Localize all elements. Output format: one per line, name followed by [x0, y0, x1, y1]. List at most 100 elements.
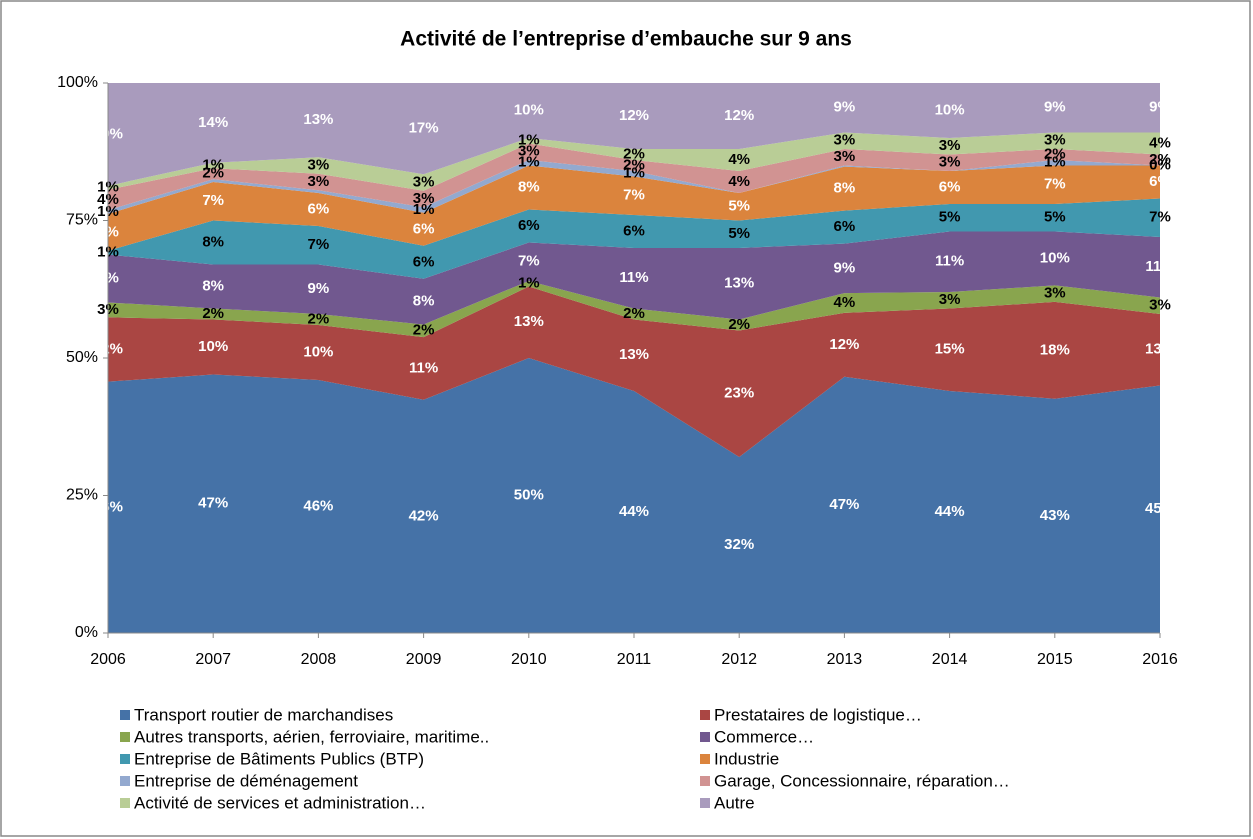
- value-label: 3%: [834, 132, 856, 149]
- x-tick-label: 2008: [301, 651, 337, 668]
- value-label: 11%: [619, 269, 648, 286]
- value-label: 12%: [619, 107, 649, 124]
- area: [108, 286, 1160, 457]
- value-label: 13%: [619, 346, 649, 363]
- value-label: 1%: [518, 154, 540, 171]
- x-tick-label: 2015: [1037, 651, 1073, 668]
- value-label: 9%: [1149, 99, 1171, 116]
- value-label: 3%: [1044, 132, 1066, 149]
- value-label: 2%: [623, 145, 645, 162]
- legend-label: Commerce…: [714, 727, 814, 746]
- value-label: 2%: [728, 316, 750, 333]
- legend-swatch: [120, 732, 130, 742]
- value-label: 5%: [1044, 209, 1066, 226]
- value-label: 2%: [413, 322, 435, 339]
- x-tick-label: 2006: [90, 651, 126, 668]
- legend-swatch: [700, 798, 710, 808]
- value-label: 6%: [939, 178, 961, 195]
- area: [108, 83, 1160, 186]
- value-label: 8%: [834, 180, 856, 197]
- legend-swatch: [700, 776, 710, 786]
- value-label: 45%: [1145, 500, 1175, 517]
- value-label: 9%: [834, 99, 856, 116]
- value-label: 2%: [1149, 151, 1171, 168]
- value-label: 3%: [518, 143, 540, 160]
- x-tick-label: 2011: [617, 651, 652, 668]
- legend-swatch: [120, 798, 130, 808]
- value-label: 8%: [413, 293, 435, 310]
- value-label: 17%: [409, 120, 439, 137]
- value-label: 8%: [202, 277, 224, 294]
- area: [108, 143, 1160, 211]
- x-tick-label: 2007: [195, 651, 231, 668]
- legend-label: Entreprise de Bâtiments Publics (BTP): [134, 749, 424, 768]
- value-label: 8%: [518, 178, 540, 195]
- value-label: 3%: [1044, 285, 1066, 302]
- area: [108, 231, 1160, 325]
- value-label: 15%: [935, 341, 965, 358]
- value-label: 14%: [198, 114, 228, 131]
- value-label: 10%: [514, 101, 544, 118]
- value-label: 2%: [202, 165, 224, 182]
- value-label: 9%: [308, 280, 330, 297]
- value-label: 2%: [308, 310, 330, 327]
- value-label: 9%: [1044, 99, 1066, 116]
- legend-label: Industrie: [714, 749, 779, 768]
- value-label: 1%: [413, 201, 435, 218]
- value-label: 44%: [619, 503, 649, 520]
- x-tick-label: 2016: [1142, 651, 1178, 668]
- y-tick-label: 25%: [66, 487, 98, 504]
- value-label: 6%: [834, 218, 856, 235]
- value-label: 4%: [1149, 134, 1171, 151]
- area: [108, 165, 1160, 251]
- value-label: 47%: [829, 496, 859, 513]
- legend-label: Entreprise de déménagement: [134, 771, 358, 790]
- value-label: 6%: [518, 217, 540, 234]
- value-label: 2%: [202, 305, 224, 322]
- x-tick-label: 2014: [932, 651, 968, 668]
- value-label: 6%: [1149, 173, 1171, 190]
- legend-label: Autres transports, aérien, ferroviaire, …: [134, 727, 489, 746]
- value-label: 7%: [1149, 209, 1171, 226]
- value-label: 44%: [935, 503, 965, 520]
- value-label: 47%: [198, 495, 228, 512]
- value-label: 7%: [518, 253, 540, 270]
- value-label: 4%: [728, 151, 750, 168]
- value-label: 23%: [724, 385, 754, 402]
- value-label: 42%: [409, 507, 439, 524]
- value-label: 11%: [409, 359, 438, 376]
- legend-label: Autre: [714, 793, 755, 812]
- value-label: 6%: [413, 253, 435, 270]
- value-label: 3%: [413, 190, 435, 207]
- value-label: 13%: [303, 111, 333, 128]
- value-label: 1%: [518, 132, 540, 149]
- legend-label: Transport routier de marchandises: [134, 705, 393, 724]
- value-label: 11%: [935, 253, 964, 270]
- x-tick-label: 2009: [406, 651, 442, 668]
- value-label: 10%: [303, 343, 333, 360]
- value-label: 1%: [1044, 154, 1066, 171]
- x-tick-label: 2010: [511, 651, 547, 668]
- value-label: 12%: [829, 336, 859, 353]
- value-label: 2%: [1044, 145, 1066, 162]
- value-label: 32%: [724, 536, 754, 553]
- value-label: 5%: [939, 209, 961, 226]
- y-tick-label: 50%: [66, 349, 98, 366]
- value-label: 46%: [303, 497, 333, 514]
- x-tick-label: 2012: [721, 651, 757, 668]
- value-label: 8%: [202, 233, 224, 250]
- value-label: 3%: [413, 174, 435, 191]
- value-label: 5%: [728, 198, 750, 215]
- value-label: 3%: [939, 154, 961, 171]
- value-label: 13%: [1145, 341, 1175, 358]
- value-label: 2%: [623, 305, 645, 322]
- value-label: 12%: [724, 107, 754, 124]
- value-label: 7%: [308, 236, 330, 253]
- value-label: 43%: [1040, 507, 1070, 524]
- area: [108, 160, 1160, 214]
- legend-label: Activité de services et administration…: [134, 793, 426, 812]
- area: [108, 358, 1160, 633]
- value-label: 10%: [198, 338, 228, 355]
- value-label: 13%: [724, 275, 754, 292]
- y-tick-label: 100%: [57, 74, 98, 91]
